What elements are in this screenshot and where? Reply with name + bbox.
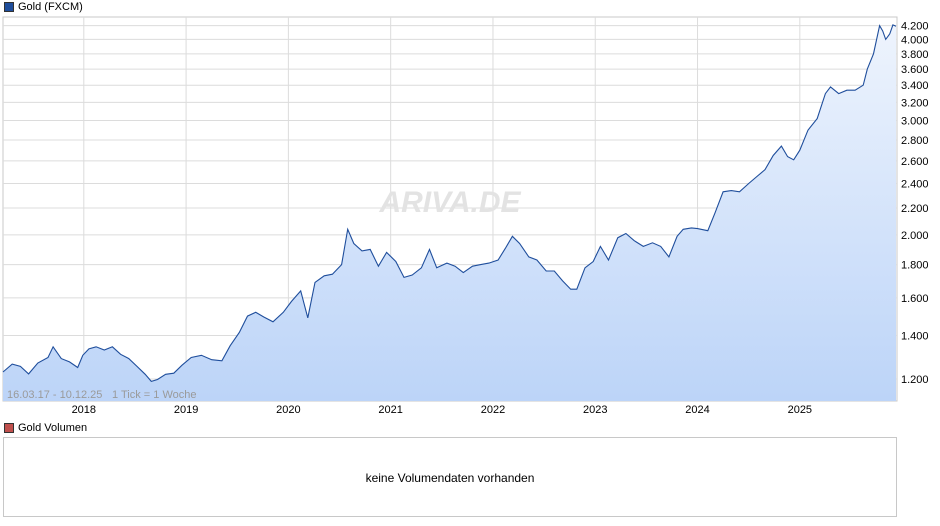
volume-empty-message: keine Volumendaten vorhanden	[365, 471, 535, 485]
x-tick-label: 2020	[276, 404, 300, 416]
y-tick-label: 2.400	[901, 178, 929, 190]
y-tick-label: 3.200	[901, 97, 929, 109]
y-tick-label: 1.800	[901, 260, 929, 272]
x-axis-labels: 2018 2019 2020 2021 2022 2023 2024 2025	[72, 404, 813, 416]
x-tick-label: 2023	[583, 404, 607, 416]
tick-info-label: 1 Tick = 1 Woche	[112, 389, 196, 401]
x-tick-label: 2025	[788, 404, 812, 416]
y-tick-label: 3.800	[901, 49, 929, 61]
price-legend-label: Gold (FXCM)	[18, 1, 83, 13]
x-tick-label: 2022	[481, 404, 505, 416]
price-legend: Gold (FXCM)	[4, 1, 83, 13]
y-tick-label: 2.200	[901, 203, 929, 215]
volume-legend-label: Gold Volumen	[18, 422, 88, 434]
y-tick-label: 1.200	[901, 374, 929, 386]
y-tick-label: 3.000	[901, 116, 929, 128]
y-tick-label: 2.600	[901, 156, 929, 168]
x-tick-label: 2021	[378, 404, 402, 416]
volume-legend: Gold Volumen	[4, 422, 87, 434]
y-tick-label: 4.200	[901, 21, 929, 33]
volume-panel: keine Volumendaten vorhanden	[3, 437, 897, 517]
price-chart[interactable]: ARIVA.DE 1.200 1.400 1.600 1.800 2.000 2.200 2…	[0, 0, 940, 420]
y-tick-label: 3.600	[901, 64, 929, 76]
y-tick-label: 3.400	[901, 80, 929, 92]
date-range-label: 16.03.17 - 10.12.25	[7, 389, 102, 401]
y-tick-label: 2.000	[901, 230, 929, 242]
y-tick-label: 4.000	[901, 34, 929, 46]
price-area-fill	[3, 24, 896, 402]
y-tick-label: 2.800	[901, 135, 929, 147]
x-tick-label: 2019	[174, 404, 198, 416]
watermark: ARIVA.DE	[378, 186, 521, 219]
price-line	[2, 24, 897, 383]
y-axis-labels: 1.200 1.400 1.600 1.800 2.000 2.200 2.400 2.600…	[901, 21, 929, 386]
volume-legend-swatch	[4, 423, 14, 433]
y-tick-label: 1.600	[901, 293, 929, 305]
price-legend-swatch	[4, 2, 14, 12]
x-tick-label: 2018	[72, 404, 96, 416]
x-tick-label: 2024	[685, 404, 709, 416]
y-tick-label: 1.400	[901, 331, 929, 343]
